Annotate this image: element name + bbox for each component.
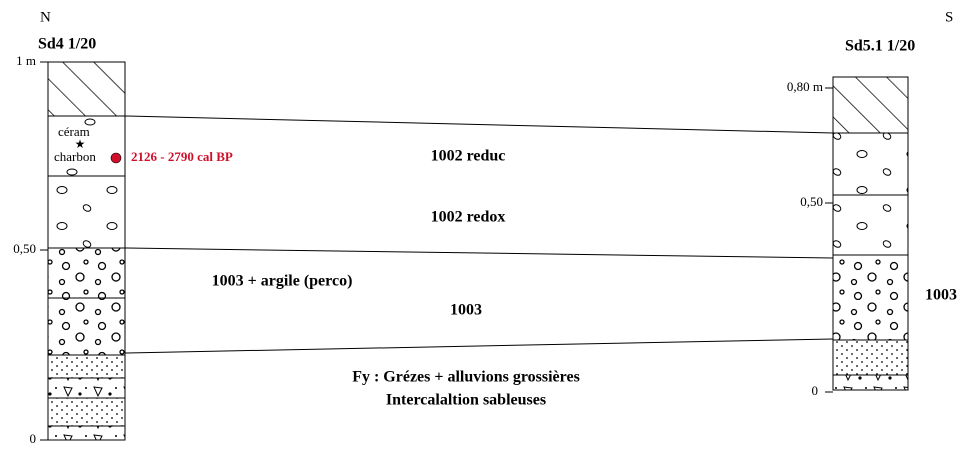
layer-label: 1002 reduc [431, 148, 506, 165]
column-title: Sd5.1 1/20 [845, 38, 915, 55]
column-left [40, 61, 126, 441]
star: ★ [75, 137, 86, 151]
scale-label: 0,50 [13, 241, 36, 256]
layer-label: 1003 [925, 287, 957, 304]
layer-label: 1002 redox [431, 209, 506, 226]
layer-label: 1003 [450, 302, 482, 319]
north: N [40, 9, 51, 25]
sample-marker [110, 152, 122, 164]
south: S [945, 9, 953, 25]
annotation: céram [58, 124, 90, 139]
scale-label: 1 m [16, 53, 36, 68]
correlation-lines [124, 115, 834, 354]
column-right [825, 76, 909, 393]
scale-label: 0 [30, 431, 37, 446]
base-label: Intercalaltion sableuses [386, 392, 546, 409]
scale-label: 0,50 [800, 194, 823, 209]
scale-label: 0,80 m [787, 79, 823, 94]
annotation: charbon [54, 149, 96, 164]
layer-label: 1003 + argile (perco) [212, 273, 353, 290]
date-label: 2126 - 2790 cal BP [131, 149, 233, 164]
column-title: Sd4 1/20 [38, 36, 96, 53]
scale-label: 0 [812, 383, 819, 398]
base-label: Fy : Grézes + alluvions grossières [352, 369, 580, 386]
